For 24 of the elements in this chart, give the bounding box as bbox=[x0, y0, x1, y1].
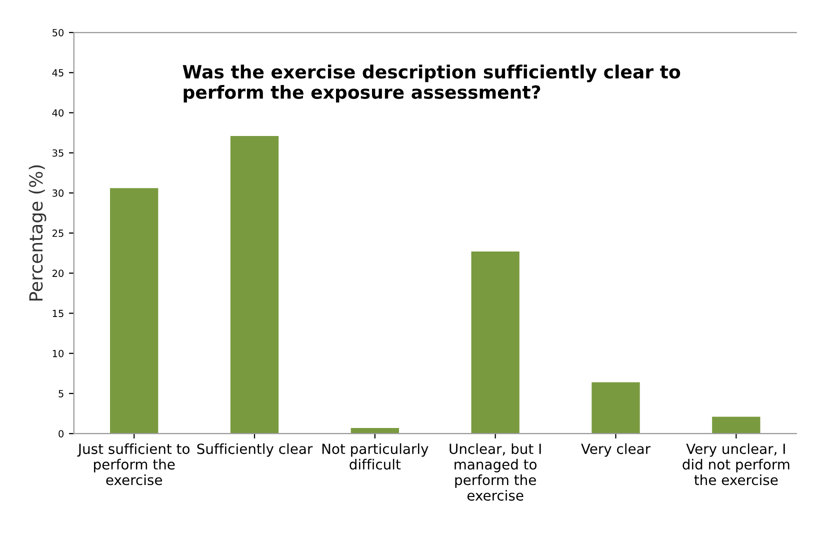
text: Was the exercise description sufficiently clear to perform the exposure assessment? bbox=[182, 64, 680, 102]
y-tick-label: 35 bbox=[52, 149, 64, 157]
bar bbox=[592, 382, 640, 434]
x-tick-label: Not particularly difficult bbox=[322, 443, 428, 470]
x-tick-label: Sufficiently clear bbox=[197, 443, 313, 457]
y-tick-label: 40 bbox=[52, 109, 64, 117]
y-tick-label: 25 bbox=[52, 230, 64, 237]
bar bbox=[471, 252, 520, 434]
y-tick-label: 20 bbox=[52, 270, 64, 277]
bar bbox=[230, 136, 279, 434]
y-axis-title: Percentage (%) bbox=[28, 165, 46, 301]
x-tick-label: Just sufficient to perform the exercise bbox=[77, 443, 190, 486]
y-tick-label: 50 bbox=[52, 29, 64, 36]
y-tick-label: 5 bbox=[58, 390, 64, 398]
x-tick-label: Very unclear, I did not perform the exercise bbox=[682, 443, 790, 486]
x-tick-label: Unclear, but I managed to perform the exercise bbox=[450, 443, 541, 501]
y-tick-label: 0 bbox=[58, 430, 64, 438]
bar bbox=[712, 416, 760, 434]
y-tick-label: 45 bbox=[52, 69, 64, 76]
y-tick-label: 10 bbox=[52, 350, 64, 358]
x-tick-label: Very clear bbox=[581, 443, 651, 457]
bar bbox=[110, 188, 158, 434]
y-tick-label: 15 bbox=[52, 310, 64, 318]
y-tick-label: 30 bbox=[52, 189, 64, 197]
